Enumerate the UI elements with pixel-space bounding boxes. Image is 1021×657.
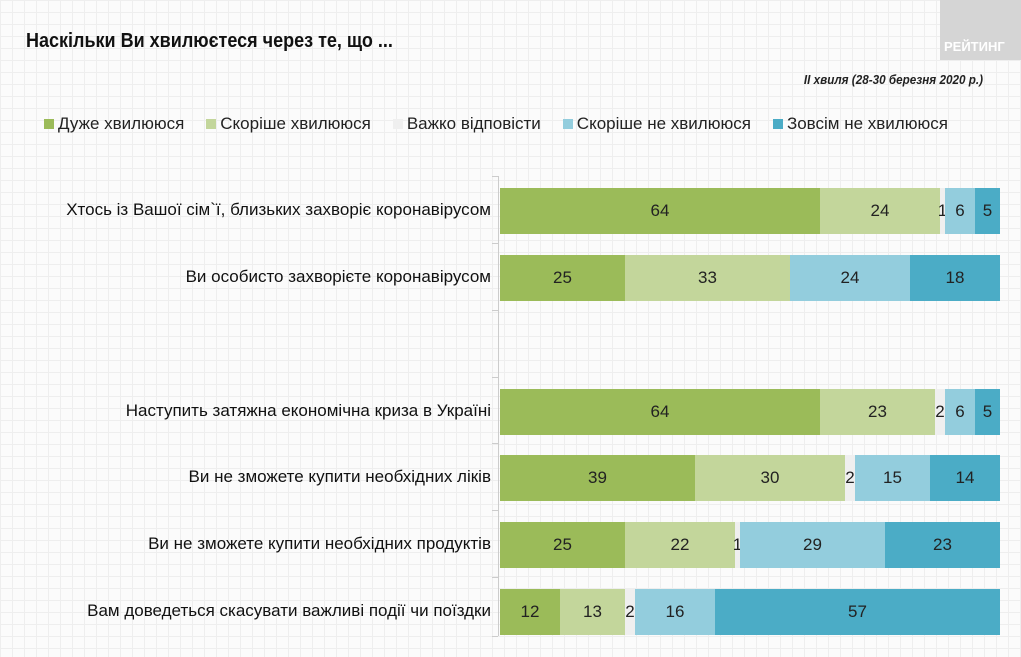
axis-tick <box>492 176 498 177</box>
category-label: Ви не зможете купити необхідних продукті… <box>148 534 491 553</box>
bar-segment: 13 <box>560 589 625 635</box>
legend-item: Зовсім не хвилююся <box>772 114 948 134</box>
bar-row: 12 13 2 16 57 <box>500 589 1000 635</box>
bar-segment: 16 <box>635 589 715 635</box>
axis-tick <box>492 443 498 444</box>
bar-segment: 1 <box>733 522 742 568</box>
chart-title: Наскільки Ви хвилюєтеся через те, що ... <box>26 30 393 52</box>
axis-tick <box>492 636 498 637</box>
axis-tick <box>492 243 498 244</box>
category-axis <box>498 176 499 636</box>
legend-swatch <box>206 119 217 129</box>
axis-tick <box>492 310 498 311</box>
bar-segment: 30 <box>695 455 845 501</box>
bar-segment: 2 <box>625 589 635 635</box>
bar-row: 25 33 24 18 <box>500 255 1000 301</box>
bar-segment: 15 <box>855 455 930 501</box>
legend-label: Скоріше не хвилююся <box>576 114 751 133</box>
legend-item: Дуже хвилююся <box>44 114 184 134</box>
axis-tick <box>492 377 498 378</box>
legend-swatch <box>392 119 403 129</box>
legend-item: Важко відповісти <box>392 114 541 134</box>
bar-row: 64 24 1 6 5 <box>500 188 1000 234</box>
bar-segment: 23 <box>885 522 1000 568</box>
bar-segment: 23 <box>820 389 935 435</box>
axis-tick <box>492 577 498 578</box>
legend-swatch <box>44 119 54 129</box>
legend-label: Важко відповісти <box>406 114 541 133</box>
legend-item: Скоріше не хвилююся <box>562 114 751 134</box>
rating-logo: РЕЙТИНГ <box>940 0 1021 60</box>
bar-segment: 22 <box>625 522 735 568</box>
bar-segment: 64 <box>500 188 820 234</box>
bar-segment: 24 <box>790 255 910 301</box>
category-label: Ви не зможете купити необхідних ліків <box>188 467 491 486</box>
legend-label: Дуже хвилююся <box>58 114 185 133</box>
legend-label: Зовсім не хвилююся <box>786 114 948 133</box>
legend: Дуже хвилююся Скоріше хвилююся Важко відпо… <box>44 114 948 134</box>
bar-segment: 29 <box>740 522 885 568</box>
bar-segment: 64 <box>500 389 820 435</box>
bar-segment: 2 <box>845 455 855 501</box>
axis-tick <box>492 510 498 511</box>
bar-segment: 5 <box>975 188 1000 234</box>
bar-segment: 5 <box>975 389 1000 435</box>
legend-swatch <box>772 119 783 129</box>
bar-segment: 1 <box>938 188 947 234</box>
bar-segment: 33 <box>625 255 790 301</box>
bar-segment: 18 <box>910 255 1000 301</box>
bar-segment: 25 <box>500 255 625 301</box>
bar-segment: 39 <box>500 455 695 501</box>
bar-segment: 2 <box>935 389 945 435</box>
bar-segment: 14 <box>930 455 1000 501</box>
bar-row: 25 22 1 29 23 <box>500 522 1000 568</box>
bar-segment: 6 <box>945 188 975 234</box>
bar-segment: 6 <box>945 389 975 435</box>
category-label: Ви особисто захворієте коронавірусом <box>185 267 491 286</box>
chart-subtitle: ІІ хвиля (28-30 березня 2020 р.) <box>803 72 983 87</box>
bar-segment: 25 <box>500 522 625 568</box>
legend-swatch <box>562 119 573 129</box>
category-label: Наступить затяжна економічна криза в Укр… <box>125 401 491 420</box>
bar-segment: 12 <box>500 589 560 635</box>
bar-segment: 57 <box>715 589 1000 635</box>
legend-label: Скоріше хвилююся <box>220 114 371 133</box>
category-label: Вам доведеться скасувати важливі події ч… <box>87 601 491 620</box>
category-label: Хтось із Вашої сім`ї, близьких захворіє … <box>66 200 491 219</box>
bar-segment: 24 <box>820 188 940 234</box>
bar-row: 39 30 2 15 14 <box>500 455 1000 501</box>
bar-row: 64 23 2 6 5 <box>500 389 1000 435</box>
legend-item: Скоріше хвилююся <box>206 114 371 134</box>
